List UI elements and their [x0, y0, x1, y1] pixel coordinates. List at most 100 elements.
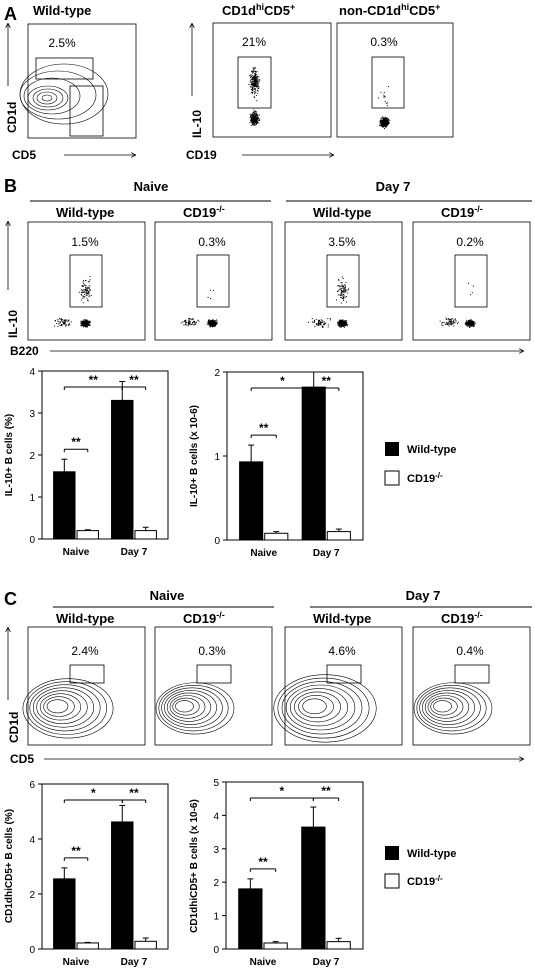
dot [80, 293, 82, 295]
dot [251, 113, 253, 115]
flow-gate-c-2 [326, 664, 362, 684]
dot [189, 319, 191, 321]
dot [208, 322, 210, 324]
dot [86, 323, 88, 325]
dot [341, 290, 343, 292]
dot [212, 324, 214, 326]
contour-line [22, 678, 114, 739]
flow-gate-c-1 [196, 664, 232, 684]
dot [86, 287, 88, 289]
dot [82, 326, 84, 328]
dot [343, 296, 345, 298]
dot [471, 320, 473, 322]
dot [451, 320, 453, 322]
dot [383, 122, 385, 124]
dot [84, 289, 86, 291]
dot [380, 124, 382, 126]
dot [383, 117, 385, 119]
sig-day7-label: ** [129, 786, 139, 800]
dot [64, 320, 66, 322]
col-label-b-2-main: Wild-type [313, 205, 371, 220]
dot [256, 70, 258, 72]
dot [257, 115, 259, 117]
panel-a-non-title-sup1: hi [401, 2, 409, 12]
dot [384, 121, 386, 123]
dot [340, 302, 342, 304]
dot [254, 124, 256, 126]
dot [472, 323, 474, 325]
dot [338, 322, 340, 324]
dot [449, 321, 451, 323]
dot [83, 319, 85, 321]
dot [343, 289, 345, 291]
dot [186, 324, 188, 326]
dot [86, 288, 88, 290]
dot [341, 287, 343, 289]
panel-a-wildtype-contour [19, 63, 109, 125]
dot [85, 322, 87, 324]
dot [338, 278, 340, 280]
dot [211, 320, 213, 322]
flow-pct-c-3: 0.4% [456, 644, 484, 658]
dot [82, 297, 84, 299]
dot [379, 122, 381, 124]
dot [253, 67, 255, 69]
dot [469, 323, 471, 325]
dot [337, 294, 339, 296]
dot [385, 124, 387, 126]
dot [318, 320, 320, 322]
contour-line [164, 690, 217, 725]
legend-c-ko-sup: -/- [435, 874, 443, 883]
dot [468, 321, 470, 323]
dot [254, 124, 256, 126]
dot [254, 92, 256, 94]
dot [83, 325, 85, 327]
dot [256, 119, 258, 121]
dot [198, 320, 200, 322]
legend-c-wildtype-swatch [385, 846, 399, 860]
contour-line [161, 687, 223, 729]
dot [346, 321, 348, 323]
dot [252, 69, 254, 71]
dot [335, 299, 337, 301]
dot [86, 299, 88, 301]
dot [384, 119, 386, 121]
dot [65, 319, 67, 321]
dot [250, 119, 252, 121]
y-tick-label: 2 [213, 878, 219, 889]
dot [251, 70, 253, 72]
panel-a-non-gate [371, 56, 405, 109]
col-label-c-1-sup: -/- [216, 610, 225, 620]
panel-a-non-pct: 0.3% [370, 35, 398, 49]
dot [81, 294, 83, 296]
dot [329, 319, 331, 321]
dot [88, 286, 90, 288]
dot [209, 289, 211, 291]
dot [343, 291, 345, 293]
dot [86, 289, 88, 291]
dot [85, 321, 87, 323]
dot [63, 323, 65, 325]
col-label-c-3-sup: -/- [474, 610, 483, 620]
dot [338, 326, 340, 328]
dot [81, 285, 83, 287]
panel-a2-xlabel: CD19 [186, 148, 217, 162]
dot [346, 325, 348, 327]
flow-pct-c-1: 0.3% [198, 644, 226, 658]
dot [210, 324, 212, 326]
dot [59, 317, 61, 319]
dot [446, 323, 448, 325]
dot [337, 323, 339, 325]
dot [255, 84, 257, 86]
dot [384, 124, 386, 126]
dot [256, 92, 258, 94]
dot [465, 321, 467, 323]
dot [342, 296, 344, 298]
dot [82, 321, 84, 323]
dot [251, 81, 253, 83]
dot [86, 292, 88, 294]
panel-c-flow-xlabel: CD5 [10, 752, 34, 766]
dot [250, 92, 252, 94]
sig-wt-naive-day7-label: * [91, 786, 96, 800]
dot [346, 320, 348, 322]
